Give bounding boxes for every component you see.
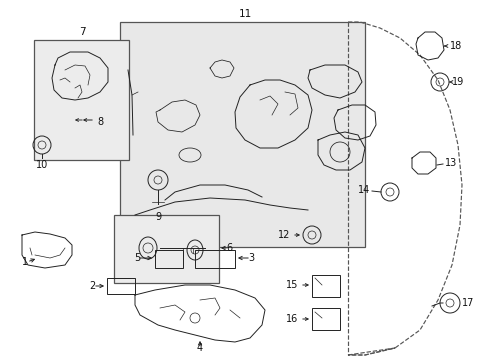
- Bar: [107, 278, 135, 294]
- Text: 17: 17: [461, 298, 473, 308]
- Bar: [195, 250, 235, 268]
- Text: 5: 5: [134, 253, 140, 263]
- Text: 4: 4: [197, 343, 203, 353]
- Bar: [120, 22, 364, 247]
- Text: 2: 2: [88, 281, 95, 291]
- Text: 16: 16: [285, 314, 297, 324]
- Text: 10: 10: [36, 160, 48, 170]
- Bar: [311, 275, 339, 297]
- Bar: [34, 40, 129, 160]
- Text: 7: 7: [79, 27, 85, 37]
- Text: 3: 3: [247, 253, 254, 263]
- Text: 12: 12: [277, 230, 289, 240]
- Text: 13: 13: [444, 158, 456, 168]
- Bar: [114, 215, 219, 283]
- Bar: [311, 308, 339, 330]
- Text: 9: 9: [155, 212, 161, 222]
- Text: 15: 15: [285, 280, 297, 290]
- Text: 11: 11: [238, 9, 251, 19]
- Text: 1: 1: [22, 257, 28, 267]
- Text: 19: 19: [451, 77, 463, 87]
- Bar: [155, 250, 183, 268]
- Text: 6: 6: [225, 243, 232, 253]
- Text: 8: 8: [97, 117, 103, 127]
- Text: 14: 14: [357, 185, 369, 195]
- Text: 18: 18: [449, 41, 461, 51]
